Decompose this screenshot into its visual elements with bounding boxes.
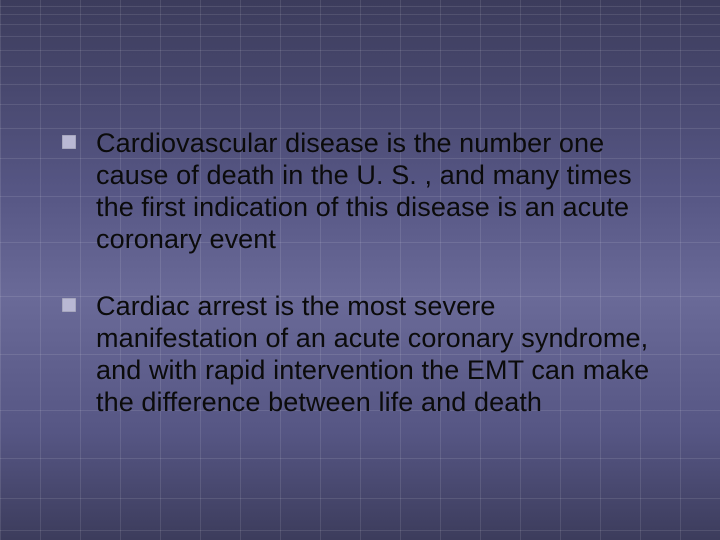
- bullet-text: Cardiovascular disease is the number one…: [96, 128, 632, 254]
- slide: Cardiovascular disease is the number one…: [0, 0, 720, 540]
- bullet-item: Cardiac arrest is the most severe manife…: [60, 291, 660, 418]
- bullet-item: Cardiovascular disease is the number one…: [60, 128, 660, 255]
- square-bullet-icon: [62, 298, 76, 312]
- bullet-text: Cardiac arrest is the most severe manife…: [96, 291, 649, 417]
- slide-body: Cardiovascular disease is the number one…: [60, 128, 660, 455]
- square-bullet-icon: [62, 135, 76, 149]
